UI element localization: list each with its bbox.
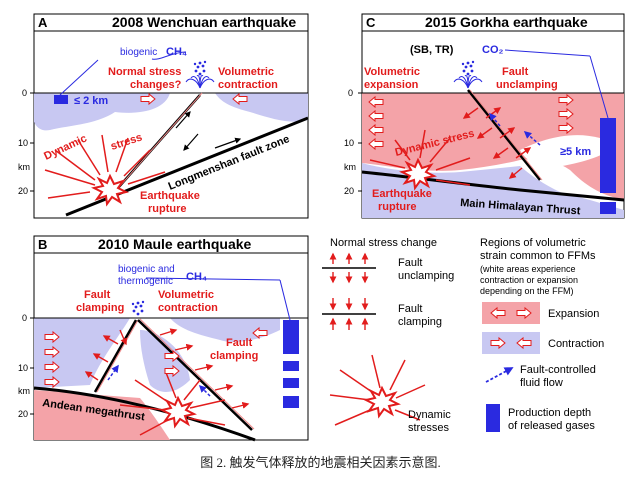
legend-contraction-label: Contraction: [548, 338, 604, 350]
panel-b-gas-label-2: thermogenic: [118, 276, 173, 287]
legend-dynamic-2: stresses: [408, 422, 449, 434]
panel-b-axis-km: km: [18, 386, 30, 396]
panel-b-gas: CH₄: [186, 271, 207, 283]
panel-c-axis-10: 10: [344, 138, 354, 148]
legend-production-2: of released gases: [508, 420, 595, 432]
panel-a-title: 2008 Wenchuan earthquake: [112, 14, 296, 30]
panel-b: 0 10 km 20: [18, 235, 309, 442]
panel-c-rupture-2: rupture: [378, 201, 417, 213]
legend-unclamping-2: unclamping: [398, 270, 454, 282]
panel-b-fault-right: [137, 319, 253, 431]
legend-fluid-flow-1: Fault-controlled: [520, 364, 596, 376]
legend-normal-title: Normal stress change: [330, 237, 437, 249]
panel-b-axis-20: 20: [18, 409, 28, 419]
panel-a-rupture-1: Earthquake: [140, 190, 200, 202]
panel-a-normal-stress-2: changes?: [130, 79, 182, 91]
panel-a-axis-km: km: [18, 162, 30, 172]
panel-b-volumetric-1: Volumetric: [158, 289, 214, 301]
legend-clamping-1: Fault: [398, 303, 422, 315]
panel-c-sbtr: (SB, TR): [410, 44, 454, 56]
panel-c-expansion: [362, 93, 624, 200]
panel-c-letter: C: [366, 15, 376, 30]
panel-b-contraction-mid: [140, 330, 190, 392]
panel-c-depth-note: ≥5 km: [560, 146, 591, 158]
panel-b-fault-left: [93, 319, 138, 393]
panel-b-letter: B: [38, 237, 47, 252]
panel-a-letter: A: [38, 15, 48, 30]
panel-a-rupture-2: rupture: [148, 203, 187, 215]
panel-b-title: 2010 Maule earthquake: [98, 236, 252, 252]
panel-b-axis-0: 0: [22, 313, 27, 323]
panel-a-gas-label: biogenic: [120, 47, 157, 58]
legend-regions-note-2: contraction or expansion: [480, 275, 578, 285]
panel-a-volumetric-1: Volumetric: [218, 66, 274, 78]
legend-clamping-2: clamping: [398, 316, 442, 328]
panel-c: 0 10 km 20: [344, 13, 625, 219]
figure-canvas: 0 10 km 20: [18, 13, 625, 442]
panel-b-production-bar-4: [283, 396, 299, 408]
panel-b-volumetric-2: contraction: [158, 302, 218, 314]
panel-c-axis-20: 20: [344, 186, 354, 196]
panel-c-volumetric-1: Volumetric: [364, 66, 420, 78]
legend-production-swatch: [486, 404, 500, 432]
legend-unclamping-1: Fault: [398, 257, 422, 269]
panel-c-unclamping-1: Fault: [502, 66, 529, 78]
legend-contraction-swatch: [482, 332, 540, 354]
legend-expansion-label: Expansion: [548, 308, 599, 320]
panel-a-normal-stress-1: Normal stress: [108, 66, 181, 78]
panel-a-depth-note: ≤ 2 km: [74, 95, 108, 107]
panel-b-clamping-right-1: Fault: [226, 337, 253, 349]
panel-a-axis-10: 10: [18, 138, 28, 148]
legend-regions-note-3: depending on the FFM): [480, 286, 574, 296]
panel-b-clamping-left-2: clamping: [76, 302, 124, 314]
panel-c-axis-km: km: [344, 162, 356, 172]
panel-b-contraction-right: [170, 318, 280, 342]
panel-c-unclamping-2: unclamping: [496, 79, 558, 91]
panel-a-axis-0: 0: [22, 88, 27, 98]
legend-regions-title-1: Regions of volumetric: [480, 237, 586, 249]
panel-b-production-bar-2: [283, 361, 299, 371]
panel-c-volumetric-2: expansion: [364, 79, 419, 91]
legend-regions-note-1: (white areas experience: [480, 264, 576, 274]
panel-c-title: 2015 Gorkha earthquake: [425, 14, 588, 30]
legend-expansion-swatch: [482, 302, 540, 324]
panel-a-production-bar: [54, 95, 68, 104]
figure-caption: 图 2. 触发气体释放的地震相关因素示意图.: [200, 455, 441, 470]
panel-b-axis-10: 10: [18, 363, 28, 373]
panel-a-gas: CH₄: [166, 46, 187, 58]
panel-b-production-bar-3: [283, 378, 299, 388]
legend-production-1: Production depth: [508, 407, 591, 419]
legend-fluid-flow-2: fluid flow: [520, 377, 563, 389]
legend-burst: [365, 387, 399, 417]
panel-c-rupture-1: Earthquake: [372, 188, 432, 200]
panel-a-volumetric-2: contraction: [218, 79, 278, 91]
legend-dynamic-1: Dynamic: [408, 409, 451, 421]
panel-c-production-bar-2: [600, 202, 616, 214]
panel-b-clamping-left-1: Fault: [84, 289, 111, 301]
panel-b-expansion: [34, 390, 170, 440]
panel-b-clamping-right-2: clamping: [210, 350, 258, 362]
panel-c-axis-0: 0: [348, 88, 353, 98]
legend: Normal stress change Fault unclamping Fa…: [322, 237, 604, 434]
panel-c-gas: CO₂: [482, 44, 504, 56]
panel-b-gas-label-1: biogenic and: [118, 264, 175, 275]
panel-c-production-bar-1: [600, 118, 616, 193]
panel-b-production-bar-1: [283, 320, 299, 354]
panel-a-axis-20: 20: [18, 186, 28, 196]
legend-regions-title-2: strain common to FFMs: [480, 250, 596, 262]
panel-a: 0 10 km 20: [18, 13, 309, 219]
